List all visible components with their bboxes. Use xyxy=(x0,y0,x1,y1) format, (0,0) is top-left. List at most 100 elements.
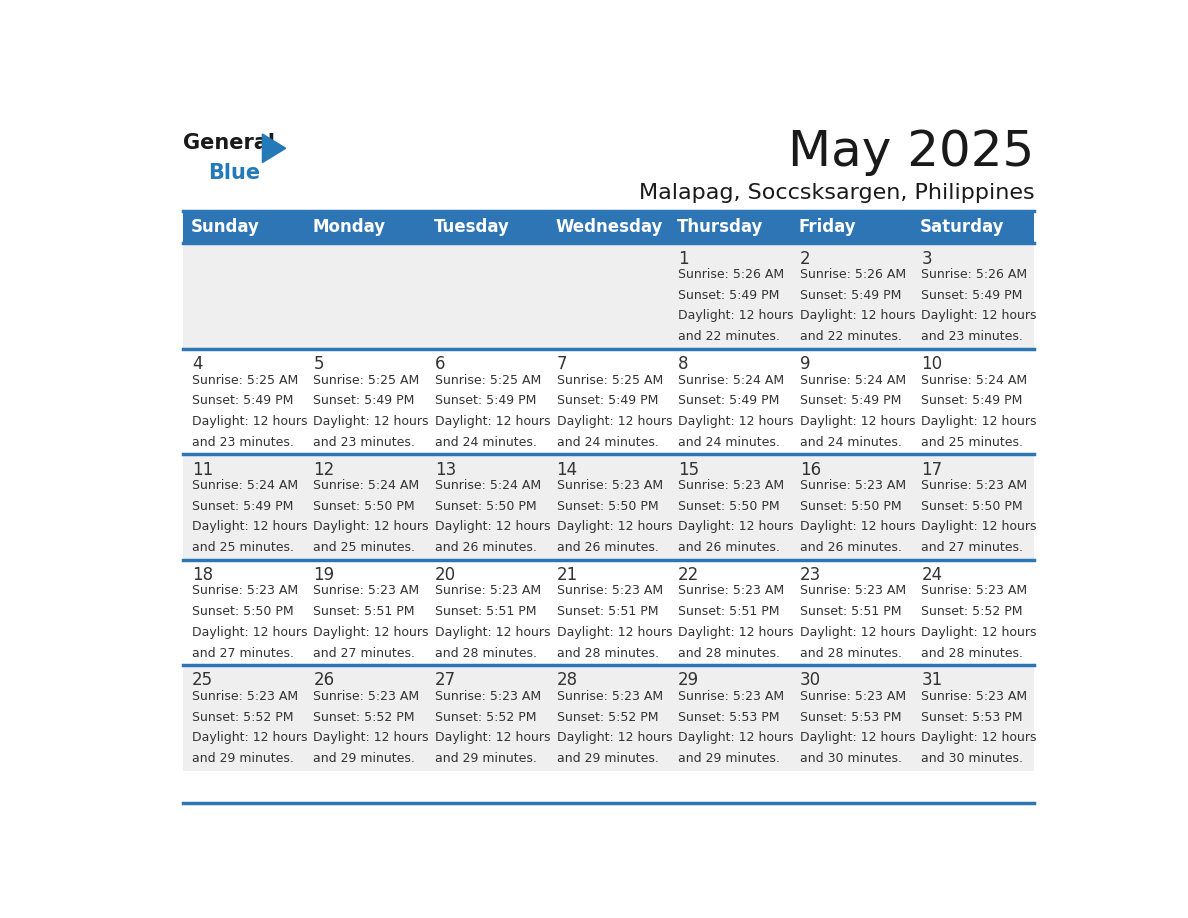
Text: Sunset: 5:49 PM: Sunset: 5:49 PM xyxy=(921,289,1023,302)
Text: and 24 minutes.: and 24 minutes. xyxy=(556,436,658,449)
Text: Sunrise: 5:23 AM: Sunrise: 5:23 AM xyxy=(678,479,784,492)
Text: 4: 4 xyxy=(192,355,202,373)
Bar xyxy=(183,454,1035,560)
Text: 23: 23 xyxy=(800,566,821,584)
Text: 27: 27 xyxy=(435,671,456,689)
Text: Sunset: 5:49 PM: Sunset: 5:49 PM xyxy=(800,394,901,408)
Text: Daylight: 12 hours: Daylight: 12 hours xyxy=(800,626,915,639)
Bar xyxy=(426,211,548,243)
Text: Daylight: 12 hours: Daylight: 12 hours xyxy=(192,732,308,744)
Text: Sunrise: 5:26 AM: Sunrise: 5:26 AM xyxy=(800,268,905,281)
Text: and 24 minutes.: and 24 minutes. xyxy=(435,436,537,449)
Text: Daylight: 12 hours: Daylight: 12 hours xyxy=(678,415,794,428)
Text: Sunrise: 5:23 AM: Sunrise: 5:23 AM xyxy=(921,479,1028,492)
Text: Daylight: 12 hours: Daylight: 12 hours xyxy=(921,415,1037,428)
Text: and 28 minutes.: and 28 minutes. xyxy=(678,646,781,660)
Text: Daylight: 12 hours: Daylight: 12 hours xyxy=(556,626,672,639)
Text: 19: 19 xyxy=(314,566,335,584)
Text: Sunset: 5:53 PM: Sunset: 5:53 PM xyxy=(800,711,902,723)
Bar xyxy=(670,211,791,243)
Text: Daylight: 12 hours: Daylight: 12 hours xyxy=(435,521,550,533)
Text: and 27 minutes.: and 27 minutes. xyxy=(314,646,416,660)
Text: Daylight: 12 hours: Daylight: 12 hours xyxy=(800,732,915,744)
Text: 25: 25 xyxy=(192,671,213,689)
Text: Sunrise: 5:23 AM: Sunrise: 5:23 AM xyxy=(314,585,419,598)
Text: Daylight: 12 hours: Daylight: 12 hours xyxy=(921,626,1037,639)
Text: 14: 14 xyxy=(556,461,577,478)
Text: Sunset: 5:50 PM: Sunset: 5:50 PM xyxy=(921,499,1023,513)
Text: Daylight: 12 hours: Daylight: 12 hours xyxy=(678,732,794,744)
Text: Sunset: 5:51 PM: Sunset: 5:51 PM xyxy=(314,605,415,618)
Text: Sunset: 5:49 PM: Sunset: 5:49 PM xyxy=(192,394,293,408)
Text: 20: 20 xyxy=(435,566,456,584)
Text: 1: 1 xyxy=(678,250,689,267)
Text: Sunset: 5:49 PM: Sunset: 5:49 PM xyxy=(192,499,293,513)
Text: Sunset: 5:50 PM: Sunset: 5:50 PM xyxy=(678,499,779,513)
Text: and 29 minutes.: and 29 minutes. xyxy=(192,752,293,765)
Text: and 23 minutes.: and 23 minutes. xyxy=(192,436,293,449)
Text: and 25 minutes.: and 25 minutes. xyxy=(921,436,1023,449)
Text: Daylight: 12 hours: Daylight: 12 hours xyxy=(678,626,794,639)
Text: 22: 22 xyxy=(678,566,700,584)
Text: Tuesday: Tuesday xyxy=(434,218,510,236)
Text: and 23 minutes.: and 23 minutes. xyxy=(921,330,1023,343)
Text: 28: 28 xyxy=(556,671,577,689)
Text: Sunrise: 5:23 AM: Sunrise: 5:23 AM xyxy=(800,585,905,598)
Text: 21: 21 xyxy=(556,566,577,584)
Text: Sunset: 5:52 PM: Sunset: 5:52 PM xyxy=(314,711,415,723)
Text: Sunset: 5:49 PM: Sunset: 5:49 PM xyxy=(314,394,415,408)
Text: and 24 minutes.: and 24 minutes. xyxy=(800,436,902,449)
Text: Sunrise: 5:23 AM: Sunrise: 5:23 AM xyxy=(800,690,905,703)
Text: Daylight: 12 hours: Daylight: 12 hours xyxy=(678,521,794,533)
Text: and 25 minutes.: and 25 minutes. xyxy=(314,541,416,554)
Text: Sunset: 5:51 PM: Sunset: 5:51 PM xyxy=(435,605,537,618)
Text: Sunset: 5:53 PM: Sunset: 5:53 PM xyxy=(921,711,1023,723)
Bar xyxy=(183,349,1035,454)
Text: and 27 minutes.: and 27 minutes. xyxy=(921,541,1023,554)
Text: Daylight: 12 hours: Daylight: 12 hours xyxy=(314,521,429,533)
Text: 16: 16 xyxy=(800,461,821,478)
Text: 5: 5 xyxy=(314,355,324,373)
Text: Sunset: 5:50 PM: Sunset: 5:50 PM xyxy=(435,499,537,513)
Text: and 27 minutes.: and 27 minutes. xyxy=(192,646,293,660)
Text: Sunset: 5:50 PM: Sunset: 5:50 PM xyxy=(314,499,415,513)
Text: Sunset: 5:49 PM: Sunset: 5:49 PM xyxy=(556,394,658,408)
Text: and 28 minutes.: and 28 minutes. xyxy=(800,646,902,660)
Text: and 29 minutes.: and 29 minutes. xyxy=(435,752,537,765)
Text: Sunset: 5:49 PM: Sunset: 5:49 PM xyxy=(921,394,1023,408)
Text: Wednesday: Wednesday xyxy=(555,218,663,236)
Bar xyxy=(912,211,1035,243)
Text: and 29 minutes.: and 29 minutes. xyxy=(678,752,781,765)
Text: Sunset: 5:50 PM: Sunset: 5:50 PM xyxy=(556,499,658,513)
Text: and 22 minutes.: and 22 minutes. xyxy=(800,330,902,343)
Text: 9: 9 xyxy=(800,355,810,373)
Polygon shape xyxy=(263,134,285,162)
Text: and 22 minutes.: and 22 minutes. xyxy=(678,330,781,343)
Text: Daylight: 12 hours: Daylight: 12 hours xyxy=(192,415,308,428)
Text: and 28 minutes.: and 28 minutes. xyxy=(921,646,1023,660)
Text: 29: 29 xyxy=(678,671,700,689)
Text: May 2025: May 2025 xyxy=(788,128,1035,176)
Text: Daylight: 12 hours: Daylight: 12 hours xyxy=(800,521,915,533)
Text: and 30 minutes.: and 30 minutes. xyxy=(921,752,1023,765)
Text: Sunset: 5:49 PM: Sunset: 5:49 PM xyxy=(800,289,901,302)
Text: and 26 minutes.: and 26 minutes. xyxy=(800,541,902,554)
Text: Sunset: 5:51 PM: Sunset: 5:51 PM xyxy=(556,605,658,618)
Bar xyxy=(183,666,1035,771)
Text: Daylight: 12 hours: Daylight: 12 hours xyxy=(556,415,672,428)
Text: Daylight: 12 hours: Daylight: 12 hours xyxy=(192,626,308,639)
Text: Sunrise: 5:23 AM: Sunrise: 5:23 AM xyxy=(435,690,542,703)
Text: 31: 31 xyxy=(921,671,942,689)
Text: General: General xyxy=(183,133,276,153)
Text: and 26 minutes.: and 26 minutes. xyxy=(435,541,537,554)
Text: 11: 11 xyxy=(192,461,213,478)
Text: Sunset: 5:49 PM: Sunset: 5:49 PM xyxy=(678,289,779,302)
Text: Sunrise: 5:23 AM: Sunrise: 5:23 AM xyxy=(921,585,1028,598)
Text: Sunrise: 5:23 AM: Sunrise: 5:23 AM xyxy=(556,585,663,598)
Text: Sunrise: 5:25 AM: Sunrise: 5:25 AM xyxy=(435,374,542,386)
Text: Monday: Monday xyxy=(312,218,385,236)
Bar xyxy=(548,211,670,243)
Text: Sunday: Sunday xyxy=(190,218,259,236)
Text: Sunrise: 5:23 AM: Sunrise: 5:23 AM xyxy=(556,690,663,703)
Text: Sunset: 5:52 PM: Sunset: 5:52 PM xyxy=(556,711,658,723)
